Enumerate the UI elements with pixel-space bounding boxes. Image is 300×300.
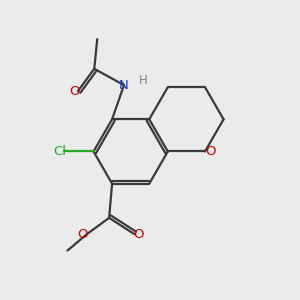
Text: O: O (70, 85, 80, 98)
Text: O: O (134, 228, 144, 241)
Text: O: O (205, 145, 216, 158)
Text: O: O (77, 228, 88, 241)
Text: Cl: Cl (54, 145, 67, 158)
Text: H: H (139, 74, 148, 87)
Text: N: N (119, 79, 129, 92)
